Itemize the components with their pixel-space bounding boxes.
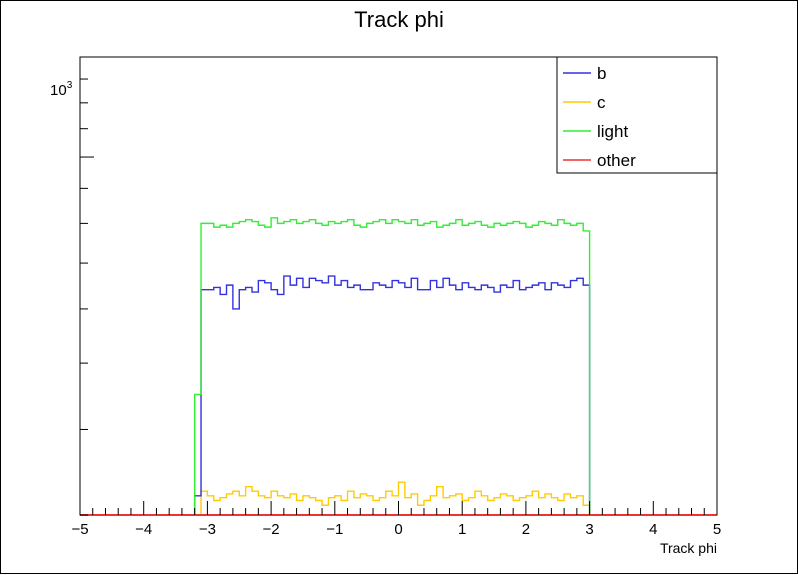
series-light-line: [80, 217, 717, 516]
series-b-line: [80, 275, 717, 516]
x-tick-label: 5: [713, 521, 721, 538]
y-tick-label-exponent: 3: [67, 80, 73, 91]
legend-label-light: light: [597, 122, 628, 141]
x-tick-label: 1: [458, 521, 466, 538]
x-tick-label: −4: [135, 521, 152, 538]
y-tick-label: 103: [50, 80, 73, 99]
x-tick-label: −1: [326, 521, 343, 538]
x-axis: −5 −4 −3 −2 −1 0 1 2 3 4 5: [71, 501, 721, 538]
x-tick-label: −3: [199, 521, 216, 538]
legend: bc light other: [556, 56, 718, 174]
x-tick-label: 0: [394, 521, 402, 538]
x-tick-label: −5: [71, 521, 88, 538]
y-axis: [80, 56, 94, 516]
x-tick-label: 2: [522, 521, 530, 538]
legend-entries: bc light other: [563, 64, 636, 170]
x-tick-label: 4: [649, 521, 657, 538]
x-tick-label: −2: [263, 521, 280, 538]
series-c-line: [80, 481, 717, 516]
chart-title: Track phi: [354, 7, 444, 32]
legend-box: [556, 56, 718, 174]
x-tick-label: 3: [585, 521, 593, 538]
legend-label-other: other: [597, 151, 636, 170]
y-tick-label-base: 10: [50, 82, 67, 99]
legend-label-c: c: [597, 93, 606, 112]
x-axis-label: Track phi: [660, 540, 717, 556]
legend-label-b: b: [597, 64, 606, 83]
